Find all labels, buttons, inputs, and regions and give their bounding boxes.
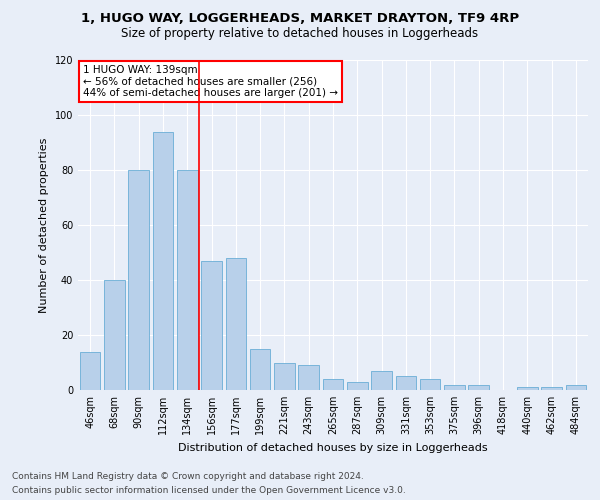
Bar	[566, 384, 586, 390]
Text: Contains public sector information licensed under the Open Government Licence v3: Contains public sector information licen…	[12, 486, 406, 495]
Bar	[298, 365, 319, 390]
Bar	[177, 170, 197, 390]
Text: Size of property relative to detached houses in Loggerheads: Size of property relative to detached ho…	[121, 28, 479, 40]
X-axis label: Distribution of detached houses by size in Loggerheads: Distribution of detached houses by size …	[178, 442, 488, 452]
Bar	[226, 258, 246, 390]
Text: 1, HUGO WAY, LOGGERHEADS, MARKET DRAYTON, TF9 4RP: 1, HUGO WAY, LOGGERHEADS, MARKET DRAYTON…	[81, 12, 519, 26]
Bar	[323, 379, 343, 390]
Text: 1 HUGO WAY: 139sqm
← 56% of detached houses are smaller (256)
44% of semi-detach: 1 HUGO WAY: 139sqm ← 56% of detached hou…	[83, 65, 338, 98]
Bar	[104, 280, 125, 390]
Bar	[541, 387, 562, 390]
Bar	[152, 132, 173, 390]
Text: Contains HM Land Registry data © Crown copyright and database right 2024.: Contains HM Land Registry data © Crown c…	[12, 472, 364, 481]
Bar	[347, 382, 368, 390]
Bar	[395, 376, 416, 390]
Bar	[469, 384, 489, 390]
Bar	[80, 352, 100, 390]
Bar	[250, 349, 271, 390]
Bar	[274, 362, 295, 390]
Bar	[128, 170, 149, 390]
Bar	[201, 261, 222, 390]
Y-axis label: Number of detached properties: Number of detached properties	[39, 138, 49, 312]
Bar	[517, 387, 538, 390]
Bar	[420, 379, 440, 390]
Bar	[371, 371, 392, 390]
Bar	[444, 384, 465, 390]
